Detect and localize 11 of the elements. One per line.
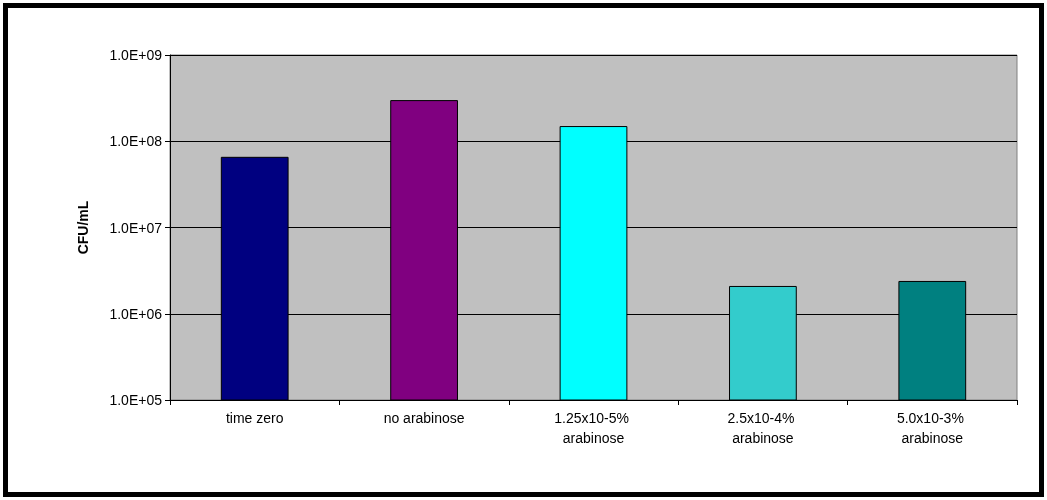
x-tick-label: 2.5x10-4% arabinose (727, 410, 799, 446)
y-tick-label: 1.0E+06 (109, 305, 163, 322)
y-tick-label: 1.0E+08 (109, 133, 163, 150)
x-tick-label: 1.25x10-5% arabinose (554, 410, 633, 446)
x-tick-label: time zero (225, 410, 284, 426)
y-tick-label: 1.0E+05 (109, 392, 163, 408)
x-tick-label: 5.0x10-3% arabinose (896, 410, 968, 446)
y-tick-label: 1.0E+09 (109, 47, 163, 63)
y-tick-label: 1.0E+07 (109, 219, 163, 236)
y-axis-title: CFU/mL (75, 200, 91, 255)
x-tick-label: no arabinose (383, 410, 465, 426)
